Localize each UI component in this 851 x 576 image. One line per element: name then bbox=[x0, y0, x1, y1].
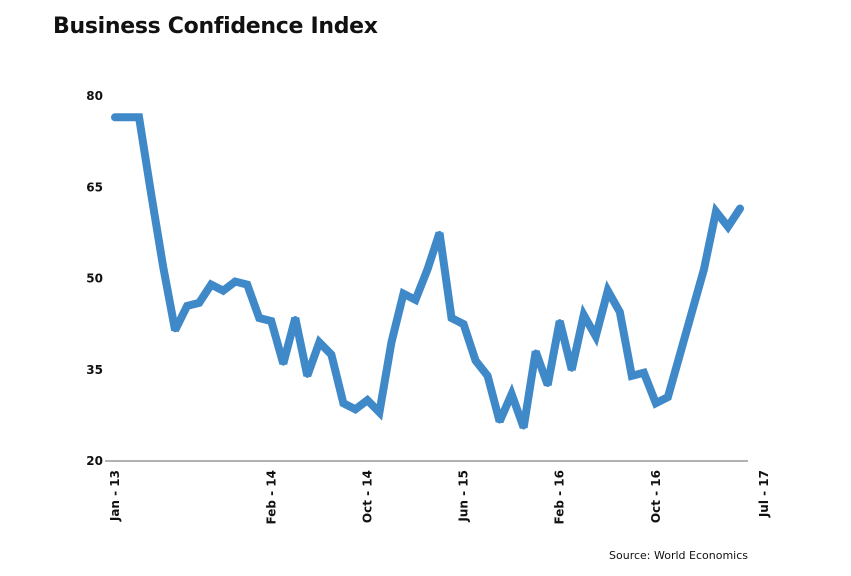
y-tick-label: 65 bbox=[86, 180, 103, 194]
x-tick-label: Oct - 14 bbox=[360, 470, 374, 523]
data-point bbox=[581, 313, 586, 317]
data-point bbox=[545, 382, 550, 387]
y-tick-label: 20 bbox=[86, 454, 103, 468]
data-point bbox=[641, 370, 646, 375]
data-point bbox=[653, 401, 658, 406]
data-point bbox=[269, 319, 274, 324]
data-point bbox=[233, 279, 238, 284]
data-point bbox=[353, 407, 358, 412]
data-point bbox=[185, 303, 190, 308]
series-layer bbox=[111, 113, 744, 430]
data-point bbox=[509, 392, 514, 397]
data-point bbox=[521, 425, 526, 430]
data-point bbox=[497, 419, 502, 424]
data-point bbox=[293, 316, 298, 321]
data-point bbox=[137, 115, 142, 120]
data-point bbox=[485, 373, 490, 378]
data-point bbox=[677, 352, 682, 357]
data-point bbox=[569, 367, 574, 372]
data-point bbox=[437, 230, 442, 235]
data-point bbox=[341, 401, 346, 406]
data-point bbox=[161, 264, 166, 269]
data-point bbox=[617, 309, 622, 314]
data-point bbox=[317, 340, 322, 345]
x-tick-label: Jun - 15 bbox=[457, 470, 471, 523]
data-point bbox=[413, 297, 418, 302]
data-point bbox=[113, 115, 117, 120]
data-point bbox=[629, 373, 634, 378]
data-point bbox=[401, 291, 406, 296]
x-axis: Jan - 13 Feb - 14 Oct - 14 Jun - 15 Feb - 16… bbox=[108, 470, 771, 524]
data-point bbox=[365, 398, 370, 403]
data-point bbox=[245, 282, 250, 287]
y-tick-label: 50 bbox=[86, 272, 103, 286]
data-point bbox=[125, 115, 130, 120]
data-point bbox=[257, 316, 262, 321]
data-point bbox=[461, 322, 466, 327]
data-point bbox=[738, 206, 742, 211]
data-point bbox=[197, 300, 202, 305]
data-point bbox=[449, 316, 454, 321]
data-point bbox=[665, 395, 670, 400]
data-point bbox=[605, 288, 610, 293]
data-point bbox=[149, 191, 154, 196]
y-tick-label: 80 bbox=[86, 89, 103, 103]
data-point bbox=[593, 334, 598, 339]
x-tick-label: Oct - 16 bbox=[649, 470, 663, 523]
x-tick-label: Jan - 13 bbox=[108, 470, 122, 522]
x-tick-label: Jul - 17 bbox=[757, 470, 771, 518]
data-point bbox=[701, 267, 706, 272]
data-point bbox=[557, 319, 562, 324]
data-point bbox=[209, 282, 214, 287]
data-point bbox=[389, 340, 394, 345]
data-point bbox=[425, 267, 430, 272]
x-tick-label: Feb - 14 bbox=[264, 470, 278, 524]
data-point bbox=[533, 349, 538, 354]
data-point bbox=[377, 410, 382, 415]
y-axis: 80 65 50 35 20 bbox=[86, 89, 103, 468]
series-line bbox=[111, 113, 744, 429]
data-point bbox=[221, 288, 226, 293]
data-point bbox=[281, 361, 286, 366]
x-tick-label: Feb - 16 bbox=[553, 470, 567, 524]
data-point bbox=[173, 328, 178, 333]
data-point bbox=[305, 373, 310, 378]
chart-title: Business Confidence Index bbox=[53, 14, 378, 39]
data-point bbox=[713, 209, 718, 214]
data-point bbox=[473, 358, 478, 363]
source-note: Source: World Economics bbox=[609, 549, 748, 562]
data-point bbox=[329, 352, 334, 357]
y-tick-label: 35 bbox=[86, 363, 103, 377]
data-point bbox=[689, 309, 694, 314]
data-point bbox=[725, 224, 730, 229]
